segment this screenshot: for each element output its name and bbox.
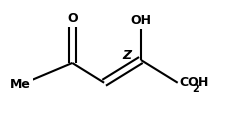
Text: O: O	[67, 12, 78, 25]
Text: Me: Me	[10, 78, 31, 91]
Text: Z: Z	[123, 49, 131, 62]
Text: H: H	[198, 76, 208, 89]
Text: 2: 2	[193, 84, 199, 94]
Text: CO: CO	[180, 76, 199, 89]
Text: OH: OH	[130, 14, 151, 27]
